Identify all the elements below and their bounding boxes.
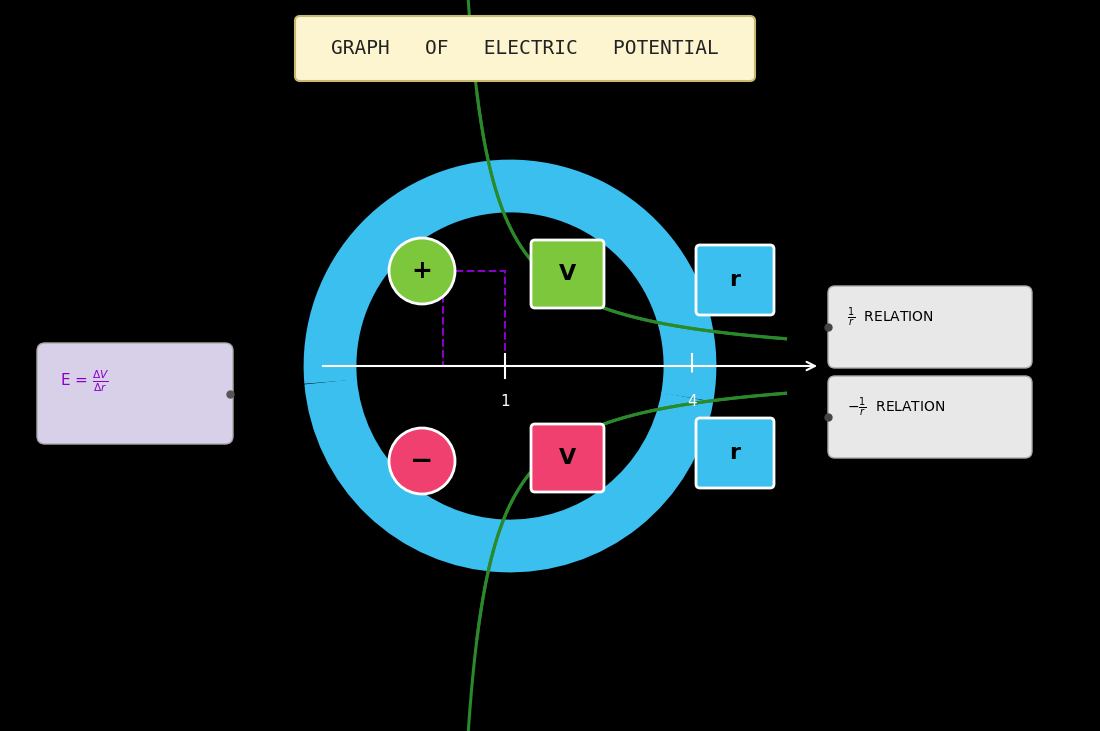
FancyBboxPatch shape [531, 424, 604, 492]
FancyBboxPatch shape [696, 245, 774, 315]
Circle shape [389, 428, 455, 494]
Text: E = $\frac{\Delta V}{\Delta r}$: E = $\frac{\Delta V}{\Delta r}$ [60, 368, 109, 394]
FancyBboxPatch shape [295, 16, 755, 81]
Text: V: V [559, 264, 576, 284]
Circle shape [375, 231, 645, 501]
FancyBboxPatch shape [531, 240, 604, 308]
FancyBboxPatch shape [696, 418, 774, 488]
Text: r: r [729, 443, 740, 463]
Text: −: − [410, 447, 433, 475]
Text: +: + [411, 259, 432, 283]
Text: $\frac{1}{r}$  RELATION: $\frac{1}{r}$ RELATION [847, 305, 934, 329]
Text: r: r [729, 270, 740, 290]
FancyBboxPatch shape [828, 376, 1032, 458]
Text: 1: 1 [500, 394, 509, 409]
Circle shape [389, 238, 455, 304]
FancyBboxPatch shape [828, 286, 1032, 368]
Text: V: V [559, 448, 576, 468]
Text: 4: 4 [688, 394, 696, 409]
Text: GRAPH   OF   ELECTRIC   POTENTIAL: GRAPH OF ELECTRIC POTENTIAL [331, 39, 719, 58]
Text: $-\frac{1}{r}$  RELATION: $-\frac{1}{r}$ RELATION [847, 395, 946, 419]
FancyBboxPatch shape [37, 343, 233, 444]
